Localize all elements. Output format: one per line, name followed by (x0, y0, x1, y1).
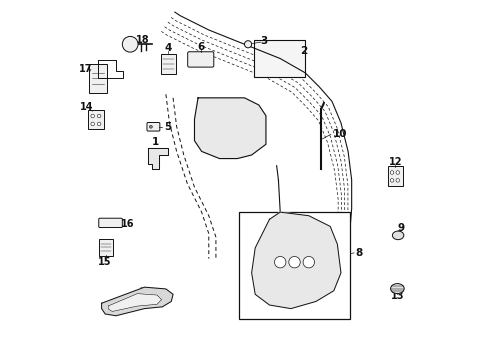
FancyBboxPatch shape (387, 166, 402, 186)
FancyBboxPatch shape (99, 218, 122, 228)
Polygon shape (148, 148, 167, 169)
FancyBboxPatch shape (161, 54, 176, 73)
Text: 9: 9 (397, 222, 404, 233)
Circle shape (288, 256, 300, 268)
Circle shape (149, 125, 152, 128)
Circle shape (395, 171, 399, 174)
Circle shape (91, 114, 94, 118)
Text: 4: 4 (164, 43, 172, 53)
Ellipse shape (390, 284, 404, 294)
Text: 5: 5 (164, 122, 171, 132)
Circle shape (97, 122, 101, 126)
Text: 17: 17 (79, 64, 92, 74)
Circle shape (395, 179, 399, 182)
Text: 14: 14 (80, 103, 93, 112)
Text: 8: 8 (354, 248, 362, 258)
Circle shape (389, 179, 393, 182)
Text: 16: 16 (121, 219, 135, 229)
Text: 18: 18 (136, 35, 149, 45)
Text: 3: 3 (260, 36, 267, 46)
Polygon shape (108, 294, 162, 311)
Circle shape (91, 122, 94, 126)
Text: 1: 1 (152, 138, 159, 148)
Text: 12: 12 (387, 157, 401, 167)
Text: 11: 11 (297, 220, 312, 230)
Text: 7: 7 (139, 287, 146, 297)
Circle shape (274, 256, 285, 268)
Circle shape (389, 171, 393, 174)
Circle shape (122, 36, 138, 52)
FancyBboxPatch shape (99, 239, 112, 256)
Ellipse shape (391, 231, 403, 240)
FancyBboxPatch shape (187, 52, 213, 67)
Text: 6: 6 (197, 42, 204, 52)
FancyBboxPatch shape (147, 122, 160, 131)
Text: 15: 15 (98, 257, 111, 267)
Text: 10: 10 (332, 129, 347, 139)
Polygon shape (194, 98, 265, 158)
Circle shape (303, 256, 314, 268)
FancyBboxPatch shape (254, 40, 304, 77)
FancyBboxPatch shape (89, 64, 107, 93)
Circle shape (97, 114, 101, 118)
Text: 13: 13 (390, 291, 403, 301)
Polygon shape (102, 287, 173, 316)
FancyBboxPatch shape (88, 111, 104, 129)
FancyBboxPatch shape (239, 212, 349, 319)
Text: 2: 2 (299, 46, 306, 56)
Polygon shape (251, 212, 340, 309)
Circle shape (244, 41, 251, 48)
